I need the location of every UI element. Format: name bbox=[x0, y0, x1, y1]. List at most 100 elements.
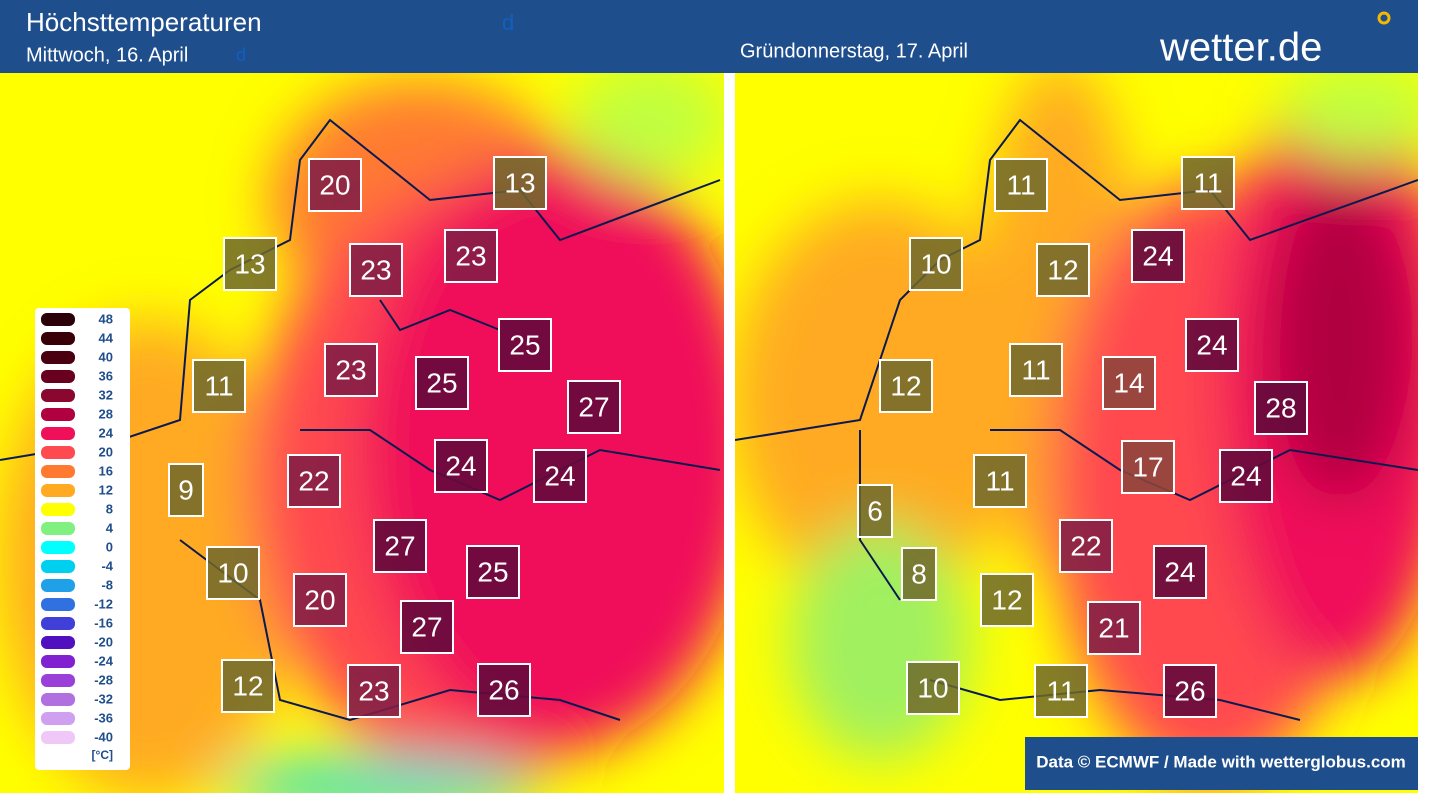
temp-label: 10 bbox=[217, 557, 248, 588]
legend-label: -8 bbox=[101, 577, 113, 592]
credit: Data © ECMWF / Made with wetterglobus.co… bbox=[1036, 752, 1406, 771]
legend-label: 12 bbox=[99, 482, 113, 497]
temp-box bbox=[1185, 318, 1239, 372]
temp-box bbox=[1036, 243, 1090, 297]
temp-label: 27 bbox=[411, 611, 442, 642]
temp-box bbox=[466, 545, 520, 599]
temp-box bbox=[221, 659, 275, 713]
temp-label: 13 bbox=[234, 248, 265, 279]
temp-label: 24 bbox=[1230, 460, 1261, 491]
temp-box bbox=[287, 454, 341, 508]
legend-label: 44 bbox=[99, 330, 114, 345]
legend-label: 0 bbox=[106, 539, 113, 554]
temp-box bbox=[1009, 343, 1063, 397]
legend-label: -28 bbox=[94, 672, 113, 687]
legend-swatch bbox=[41, 465, 75, 478]
temp-label: 24 bbox=[544, 460, 575, 491]
temp-label: 11 bbox=[204, 370, 233, 401]
temp-label: 12 bbox=[1047, 254, 1078, 285]
temp-label: 12 bbox=[890, 370, 921, 401]
temp-box bbox=[1181, 156, 1235, 210]
legend-unit: [°C] bbox=[92, 748, 113, 762]
temp-label: 11 bbox=[1193, 167, 1222, 198]
legend-swatch bbox=[41, 541, 75, 554]
temp-box bbox=[1121, 440, 1175, 494]
temp-box bbox=[477, 663, 531, 717]
temp-box bbox=[493, 156, 547, 210]
temp-label: 11 bbox=[1021, 354, 1050, 385]
legend-swatch bbox=[41, 446, 75, 459]
temp-label: 24 bbox=[445, 450, 476, 481]
temp-box bbox=[347, 664, 401, 718]
legend-swatch bbox=[41, 332, 75, 345]
temp-label: 23 bbox=[335, 354, 366, 385]
legend-swatch bbox=[41, 503, 75, 516]
temp-box bbox=[533, 449, 587, 503]
legend-swatch bbox=[41, 484, 75, 497]
temp-box bbox=[444, 229, 498, 283]
temp-box bbox=[349, 243, 403, 297]
temp-box bbox=[906, 661, 960, 715]
legend-label: -36 bbox=[94, 710, 113, 725]
temp-label: 11 bbox=[985, 465, 1014, 496]
temp-label: 6 bbox=[867, 495, 883, 526]
credit-box bbox=[1025, 737, 1418, 790]
temp-box bbox=[1102, 356, 1156, 410]
header-bar bbox=[0, 0, 1418, 73]
temp-label: 24 bbox=[1142, 240, 1173, 271]
legend-swatch bbox=[41, 370, 75, 383]
legend-swatch bbox=[41, 731, 75, 744]
temp-label: 25 bbox=[477, 556, 508, 587]
legend-swatch bbox=[41, 674, 75, 687]
legend-label: 36 bbox=[99, 368, 113, 383]
legend-swatch bbox=[41, 427, 75, 440]
temp-box bbox=[973, 454, 1027, 508]
legend-label: 8 bbox=[106, 501, 113, 516]
legend-swatch bbox=[41, 636, 75, 649]
legend-label: 20 bbox=[99, 444, 113, 459]
temp-box bbox=[206, 546, 260, 600]
temp-label: 24 bbox=[1164, 556, 1195, 587]
legend-label: -12 bbox=[94, 596, 113, 611]
temp-label: 10 bbox=[917, 672, 948, 703]
legend-box bbox=[35, 308, 130, 770]
temp-box bbox=[1087, 601, 1141, 655]
temp-box bbox=[223, 237, 277, 291]
legend-label: -32 bbox=[94, 691, 113, 706]
temp-box bbox=[857, 484, 893, 538]
temp-label: 10 bbox=[920, 248, 951, 279]
legend-label: 16 bbox=[99, 463, 113, 478]
temp-label: 11 bbox=[1006, 169, 1035, 200]
legend-label: 24 bbox=[99, 425, 114, 440]
logo: wetter.de bbox=[1159, 26, 1322, 70]
temp-box bbox=[1034, 664, 1088, 718]
temp-box bbox=[1163, 664, 1217, 718]
temp-box bbox=[308, 158, 362, 212]
temp-box bbox=[994, 158, 1048, 212]
temp-label: 8 bbox=[911, 558, 927, 589]
temp-label: 25 bbox=[509, 329, 540, 360]
legend-swatch bbox=[41, 389, 75, 402]
legend-swatch bbox=[41, 655, 75, 668]
temp-box bbox=[324, 343, 378, 397]
legend-swatch bbox=[41, 579, 75, 592]
legend-label: -40 bbox=[94, 729, 113, 744]
legend-swatch bbox=[41, 313, 75, 326]
left-date: Mittwoch, 16. April bbox=[26, 44, 188, 66]
temp-box bbox=[434, 439, 488, 493]
temp-label: 21 bbox=[1098, 612, 1129, 643]
legend-swatch bbox=[41, 598, 75, 611]
temp-label: 20 bbox=[304, 584, 335, 615]
legend-label: 48 bbox=[99, 311, 113, 326]
temp-label: 12 bbox=[232, 670, 263, 701]
temp-box bbox=[1219, 449, 1273, 503]
temp-box bbox=[498, 318, 552, 372]
temp-box bbox=[293, 573, 347, 627]
legend-label: 40 bbox=[99, 349, 113, 364]
legend-swatch bbox=[41, 560, 75, 573]
legend-label: -24 bbox=[94, 653, 114, 668]
temp-label: 22 bbox=[298, 465, 329, 496]
temp-label: 13 bbox=[504, 167, 535, 198]
temp-box bbox=[192, 359, 246, 413]
